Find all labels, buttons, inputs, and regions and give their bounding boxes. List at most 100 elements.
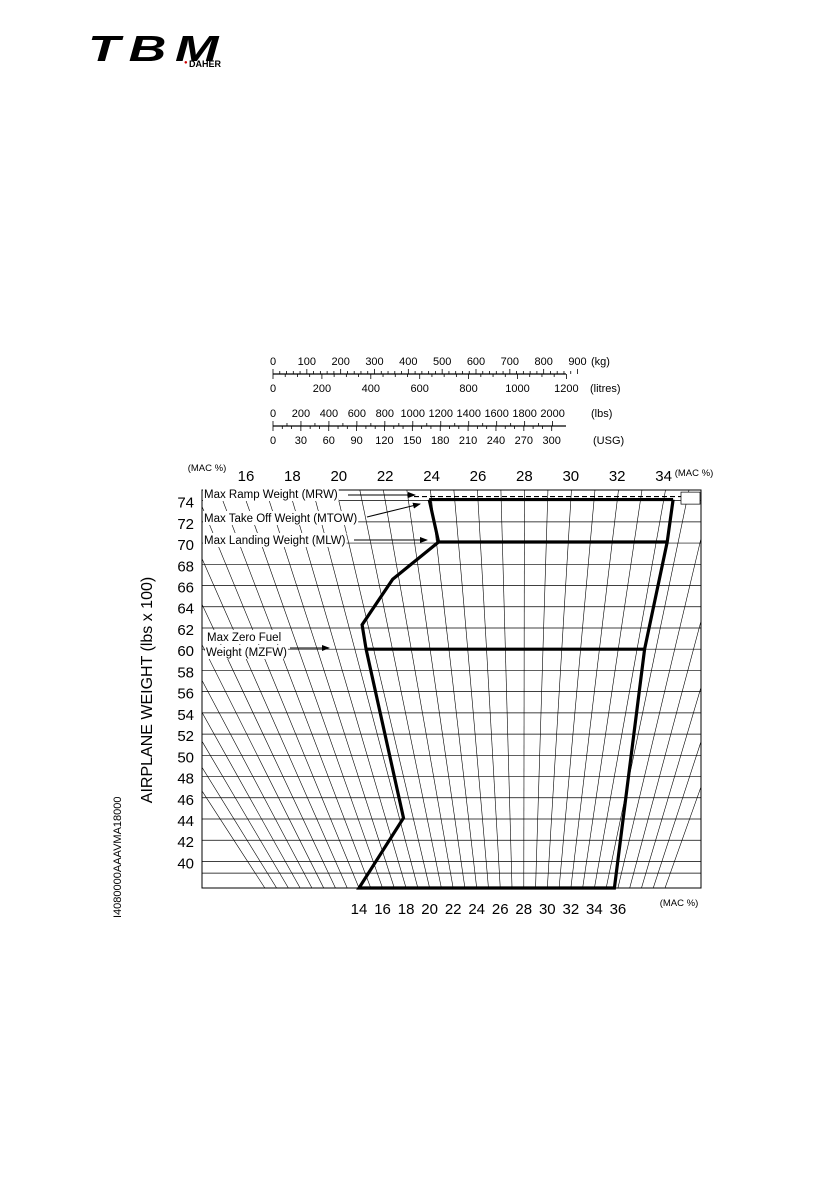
y-tick-label: 64 xyxy=(177,601,194,618)
y-tick-label: 42 xyxy=(177,834,194,851)
top-axis-tick-label: 16 xyxy=(238,468,255,485)
fuel-scale-tick-label: 0 xyxy=(270,435,276,447)
iso-mac-line xyxy=(535,490,549,888)
y-tick-label: 58 xyxy=(177,664,194,681)
document-code: I4080000AAAVMA18000 xyxy=(112,796,124,919)
y-tick-label: 62 xyxy=(177,622,194,639)
iso-mac-line xyxy=(202,679,313,888)
fuel-scale-tick-label: 1800 xyxy=(512,408,536,420)
iso-mac-line xyxy=(629,619,701,888)
fuel-scale-tick-label: 800 xyxy=(376,408,394,420)
fuel-scale-tick-label: 120 xyxy=(375,435,393,447)
iso-mac-line xyxy=(594,490,666,888)
iso-mac-line xyxy=(617,537,701,888)
y-tick-label: 60 xyxy=(177,643,194,660)
fuel-scale-tick-label: 210 xyxy=(459,435,477,447)
iso-mac-line xyxy=(547,490,572,888)
fuel-scale-tick-label: 200 xyxy=(331,356,349,368)
y-tick-label: 44 xyxy=(177,813,194,830)
fuel-scale-tick-label: 2000 xyxy=(540,408,564,420)
fuel-scale-unit: (kg) xyxy=(591,356,610,368)
fuel-scale-tick-label: 1600 xyxy=(484,408,508,420)
fuel-scale-tick-label: 500 xyxy=(433,356,451,368)
fuel-scale-tick-label: 400 xyxy=(362,383,380,395)
fuel-scale-tick-label: 1400 xyxy=(456,408,480,420)
bottom-axis-unit: (MAC %) xyxy=(660,898,699,909)
annotation-label: Max Ramp Weight (MRW) xyxy=(204,489,338,501)
bottom-axis-tick-label: 16 xyxy=(374,901,391,918)
iso-mac-line xyxy=(202,790,266,888)
fuel-scale-tick-label: 100 xyxy=(298,356,316,368)
fuel-scale-tick-label: 600 xyxy=(348,408,366,420)
bottom-axis-tick-label: 20 xyxy=(421,901,438,918)
fuel-scale-tick-label: 1000 xyxy=(401,408,425,420)
logo-brand: TBM xyxy=(88,28,228,69)
iso-mac-line xyxy=(582,490,643,888)
fuel-scale-tick-label: 1000 xyxy=(505,383,529,395)
fuel-scale-tick-label: 1200 xyxy=(429,408,453,420)
iso-mac-line xyxy=(359,490,442,888)
fuel-scale-tick-label: 400 xyxy=(399,356,417,368)
iso-mac-line xyxy=(202,766,277,888)
annotation-label-bg xyxy=(203,487,339,501)
iso-mac-line xyxy=(605,490,690,888)
fuel-scale-tick-label: 240 xyxy=(487,435,505,447)
y-tick-label: 72 xyxy=(177,516,194,533)
iso-mac-lines xyxy=(202,490,701,888)
top-axis-tick-label: 26 xyxy=(470,468,487,485)
fuel-scale-tick-label: 0 xyxy=(270,356,276,368)
fuel-scale-unit: (lbs) xyxy=(591,408,612,420)
iso-mac-line xyxy=(652,740,701,888)
iso-mac-line xyxy=(453,490,489,888)
iso-mac-line xyxy=(336,490,430,888)
cg-envelope-line xyxy=(356,499,675,890)
fuel-scale-tick-label: 1200 xyxy=(554,383,578,395)
fuel-scale-tick-label: 300 xyxy=(543,435,561,447)
bottom-axis-tick-label: 22 xyxy=(445,901,462,918)
annotation-label: Max Take Off Weight (MTOW) xyxy=(204,513,357,525)
bottom-axis-tick-label: 26 xyxy=(492,901,509,918)
bottom-axis-tick-label: 28 xyxy=(515,901,532,918)
fuel-scale-tick-label: 30 xyxy=(295,435,307,447)
y-tick-label: 52 xyxy=(177,728,194,745)
top-axis-tick-label: 18 xyxy=(284,468,301,485)
y-tick-label: 46 xyxy=(177,792,194,809)
top-axis-tick-label: 24 xyxy=(423,468,440,485)
fuel-scale-tick-label: 300 xyxy=(365,356,383,368)
iso-mac-line xyxy=(523,490,525,888)
fuel-scale-tick-label: 270 xyxy=(515,435,533,447)
annotation-label: Max Zero Fuel xyxy=(207,632,281,644)
annotation-label-bg xyxy=(203,533,347,547)
annotation-label: Weight (MZFW) xyxy=(206,647,287,659)
top-right-axis-unit: (MAC %) xyxy=(675,468,714,479)
fuel-scale-tick-label: 600 xyxy=(411,383,429,395)
bottom-axis-tick-label: 34 xyxy=(586,901,603,918)
daher-mark-icon: ● xyxy=(184,60,188,66)
iso-mac-line xyxy=(288,490,407,888)
fuel-scale-unit: (USG) xyxy=(593,435,624,447)
iso-mac-line xyxy=(202,740,289,888)
bottom-axis-tick-label: 24 xyxy=(468,901,485,918)
iso-mac-line xyxy=(312,490,419,888)
annotation-label-bg xyxy=(205,645,288,659)
iso-mac-line xyxy=(570,490,619,888)
fuel-scale-unit: (litres) xyxy=(590,383,621,395)
fuel-scale-tick-label: 900 xyxy=(568,356,586,368)
top-axis-tick-label: 28 xyxy=(516,468,533,485)
fuel-scale-tick-label: 0 xyxy=(270,383,276,395)
iso-mac-line xyxy=(383,490,454,888)
y-tick-label: 48 xyxy=(177,771,194,788)
y-axis-label: AIRPLANE WEIGHT (lbs x 100) xyxy=(139,577,156,803)
fuel-scale-tick-label: 200 xyxy=(313,383,331,395)
y-tick-label: 70 xyxy=(177,537,194,554)
bottom-axis-tick-label: 30 xyxy=(539,901,556,918)
fuel-scale-tick-label: 400 xyxy=(320,408,338,420)
y-tick-label: 50 xyxy=(177,749,194,766)
fuel-scale-tick-label: 800 xyxy=(459,383,477,395)
fuel-scale-tick-label: 150 xyxy=(403,435,421,447)
top-axis-tick-label: 32 xyxy=(609,468,626,485)
y-tick-label: 68 xyxy=(177,558,194,575)
bottom-axis-tick-label: 36 xyxy=(610,901,627,918)
logo-maker: DAHER xyxy=(189,59,222,69)
